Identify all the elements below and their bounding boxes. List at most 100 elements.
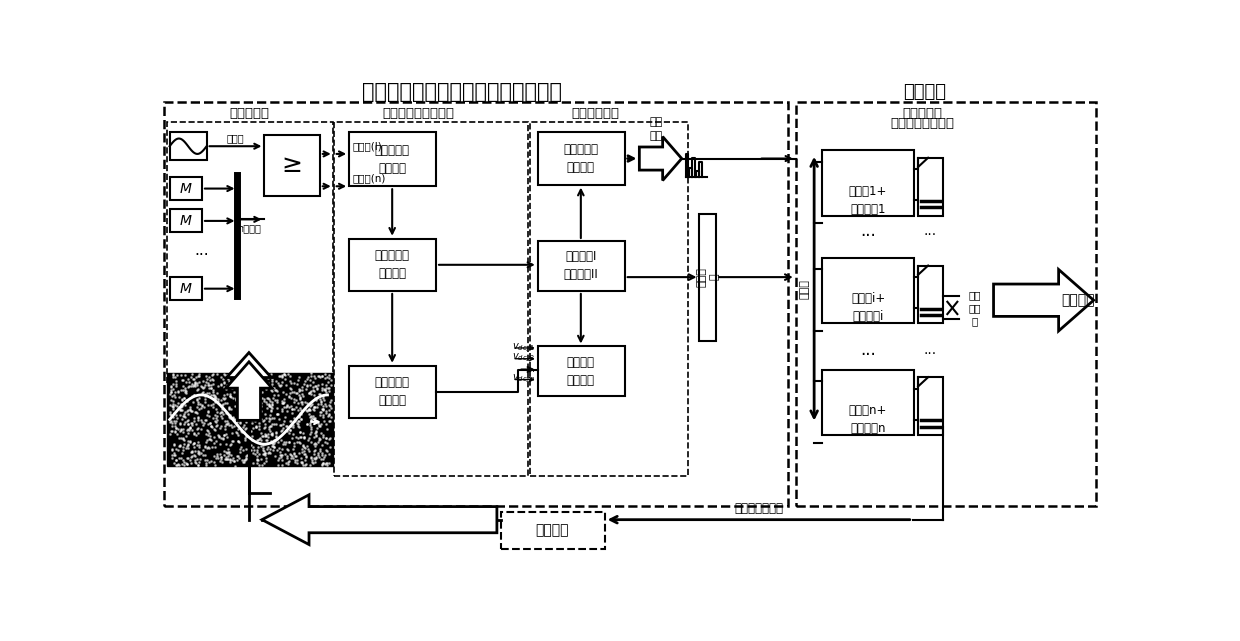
Point: [273, 423, 293, 433]
Point: [170, 403, 190, 413]
Point: [236, 422, 255, 433]
Point: [228, 405, 248, 415]
Point: [191, 415, 211, 426]
Point: [246, 403, 265, 413]
Point: [301, 369, 321, 379]
Point: [304, 377, 324, 387]
Point: [164, 372, 184, 383]
Point: [228, 424, 248, 434]
Point: [311, 383, 331, 394]
Point: [246, 417, 265, 427]
Point: [269, 442, 289, 453]
Point: [279, 437, 299, 447]
Bar: [918, 265, 942, 323]
Point: [216, 421, 236, 431]
Point: [211, 408, 231, 418]
Point: [286, 437, 306, 447]
Point: [223, 378, 243, 388]
Point: [171, 425, 191, 435]
Point: [301, 415, 321, 425]
Point: [309, 437, 329, 447]
Point: [277, 380, 296, 390]
Point: [161, 387, 181, 397]
Point: [283, 404, 303, 414]
Point: [205, 457, 224, 467]
Point: [217, 419, 237, 429]
Point: [171, 424, 191, 434]
Bar: [167, 373, 332, 466]
Point: [201, 390, 221, 401]
Point: [310, 407, 330, 417]
Point: [206, 404, 226, 414]
Point: [210, 449, 229, 459]
Point: [197, 400, 217, 410]
Point: [277, 458, 296, 468]
Point: [310, 433, 330, 444]
Point: [193, 381, 213, 392]
Point: [170, 441, 190, 451]
Point: [249, 449, 269, 459]
Point: [304, 386, 324, 396]
Bar: [796, 101, 1096, 506]
Point: [301, 389, 321, 399]
Point: [269, 414, 289, 424]
Point: [211, 438, 231, 449]
Point: [213, 433, 233, 444]
Point: [258, 373, 278, 383]
Text: 单相三电平: 单相三电平: [903, 106, 942, 120]
Point: [306, 428, 326, 438]
Point: [321, 412, 341, 422]
Point: [268, 394, 288, 404]
Point: [227, 387, 247, 397]
Point: [315, 399, 335, 409]
Point: [238, 394, 258, 404]
Point: [252, 414, 272, 424]
Point: [188, 437, 208, 447]
Point: [221, 438, 241, 449]
Point: [187, 460, 207, 470]
Point: [162, 426, 182, 437]
Point: [219, 402, 239, 412]
Point: [218, 376, 238, 387]
Point: [253, 449, 273, 459]
Point: [211, 407, 231, 417]
Point: [162, 418, 182, 428]
Point: [269, 371, 289, 381]
Point: [273, 370, 293, 381]
Point: [212, 412, 232, 422]
Point: [172, 424, 192, 435]
Point: [171, 369, 191, 379]
Point: [295, 397, 315, 407]
Point: [169, 397, 188, 408]
Point: [273, 419, 293, 429]
Point: [239, 397, 259, 407]
Point: [306, 430, 326, 440]
Point: [312, 430, 332, 440]
Point: [278, 422, 298, 433]
Point: [174, 427, 193, 437]
Point: [227, 455, 247, 465]
Point: [317, 460, 337, 470]
Point: [233, 388, 253, 399]
Point: [217, 380, 237, 390]
Point: [206, 413, 226, 424]
Point: [165, 392, 185, 402]
Point: [280, 425, 300, 435]
Point: [179, 382, 198, 392]
Point: [272, 370, 291, 381]
Point: [236, 444, 255, 454]
Point: [258, 432, 278, 442]
Point: [243, 447, 263, 458]
Point: [293, 399, 312, 410]
Point: [216, 408, 236, 418]
Point: [239, 442, 259, 453]
Point: [272, 424, 291, 435]
Point: [288, 455, 308, 465]
Bar: [170, 210, 202, 233]
Point: [262, 386, 281, 396]
Point: [190, 457, 210, 467]
Point: [272, 444, 291, 454]
Point: [311, 428, 331, 438]
Point: [197, 388, 217, 398]
Point: [273, 397, 293, 408]
